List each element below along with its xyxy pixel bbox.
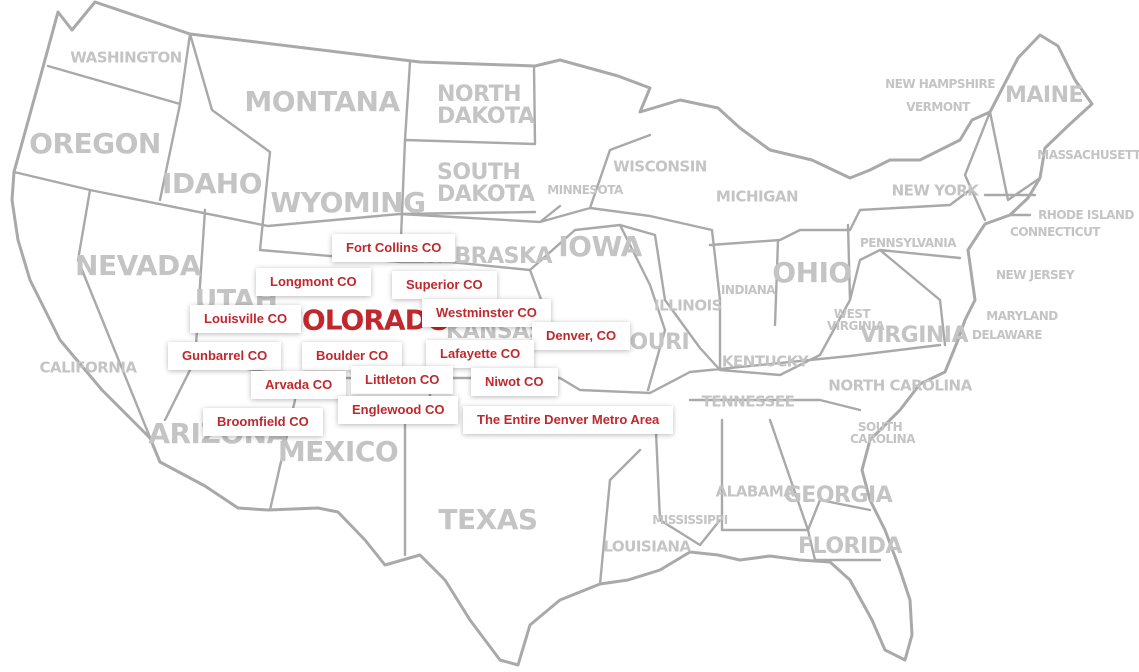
service-area-fort-collins[interactable]: Fort Collins CO [332, 234, 456, 262]
state-label-virginia: VIRGINIA [859, 323, 969, 348]
state-label-louisiana: LOUISIANA [603, 537, 691, 556]
state-label-iowa: IOWA [558, 230, 642, 263]
state-label-connecticut: CONNECTICUT [1010, 225, 1100, 239]
state-label-wisconsin: WISCONSIN [613, 157, 707, 176]
service-area-longmont[interactable]: Longmont CO [256, 268, 371, 296]
service-area-gunbarrel[interactable]: Gunbarrel CO [168, 342, 282, 370]
service-area-englewood[interactable]: Englewood CO [338, 396, 459, 424]
state-label-ohio: OHIO [772, 256, 852, 289]
service-area-lafayette[interactable]: Lafayette CO [426, 340, 535, 368]
service-area-denver[interactable]: Denver, CO [532, 322, 631, 350]
state-label-texas: TEXAS [438, 503, 538, 536]
state-label-idaho: IDAHO [161, 167, 263, 200]
state-label-north-carolina: NORTH CAROLINA [828, 376, 972, 395]
state-label-alabama: ALABAMA [715, 482, 795, 501]
state-label-vermont: VERMONT [906, 100, 970, 114]
state-label-new-york: NEW YORK [891, 181, 979, 200]
state-label-mississippi: MISSISSIPPI [652, 513, 728, 527]
state-label-south-dakota: SOUTH DAKOTA [437, 160, 535, 207]
state-label-illinois: ILLINOIS [654, 296, 722, 315]
state-label-maine: MAINE [1004, 83, 1084, 108]
state-label-georgia: GEORGIA [783, 483, 893, 508]
state-label-michigan: MICHIGAN [715, 187, 799, 206]
state-label-california: CALIFORNIA [39, 358, 137, 377]
state-label-north-dakota: NORTH DAKOTA [437, 82, 535, 129]
state-label-new-jersey: NEW JERSEY [995, 268, 1075, 282]
state-label-kentucky: KENTUCKY [721, 352, 809, 371]
us-outline [10, 0, 1094, 667]
state-label-nevada: NEVADA [75, 249, 201, 282]
state-label-west-virginia: WEST VIRGINIA [827, 307, 885, 333]
state-label-montana: MONTANA [244, 85, 400, 118]
state-label-pennsylvania: PENNSYLVANIA [860, 236, 956, 250]
state-label-oregon: OREGON [29, 127, 161, 160]
state-label-florida: FLORIDA [798, 534, 902, 559]
state-label-new-hampshire: NEW HAMPSHIRE [885, 77, 995, 91]
state-label-washington: WASHINGTON [70, 48, 182, 67]
state-label-wyoming: WYOMING [270, 186, 426, 219]
state-label-indiana: INDIANA [720, 283, 776, 297]
service-area-littleton[interactable]: Littleton CO [351, 366, 454, 394]
service-area-arvada[interactable]: Arvada CO [251, 371, 347, 399]
state-label-new-mexico: MEXICO [277, 435, 399, 468]
service-area-westminster[interactable]: Westminster CO [422, 299, 551, 327]
state-label-south-carolina: SOUTH CAROLINA [850, 420, 915, 446]
state-label-tennessee: TENNESSEE [701, 392, 795, 411]
service-area-broomfield[interactable]: Broomfield CO [203, 408, 323, 436]
service-area-niwot[interactable]: Niwot CO [471, 368, 558, 396]
service-area-boulder[interactable]: Boulder CO [302, 342, 403, 370]
state-label-massachusetts: MASSACHUSETTS [1037, 148, 1139, 162]
service-area-louisville[interactable]: Louisville CO [190, 305, 302, 333]
service-area-superior[interactable]: Superior CO [392, 271, 497, 299]
state-label-minnesota: MINNESOTA [547, 183, 623, 197]
state-label-rhode-island: RHODE ISLAND [1038, 208, 1134, 222]
state-label-delaware: DELAWARE [972, 328, 1042, 342]
service-area-denver-metro[interactable]: The Entire Denver Metro Area [463, 406, 674, 434]
state-label-maryland: MARYLAND [986, 309, 1058, 323]
